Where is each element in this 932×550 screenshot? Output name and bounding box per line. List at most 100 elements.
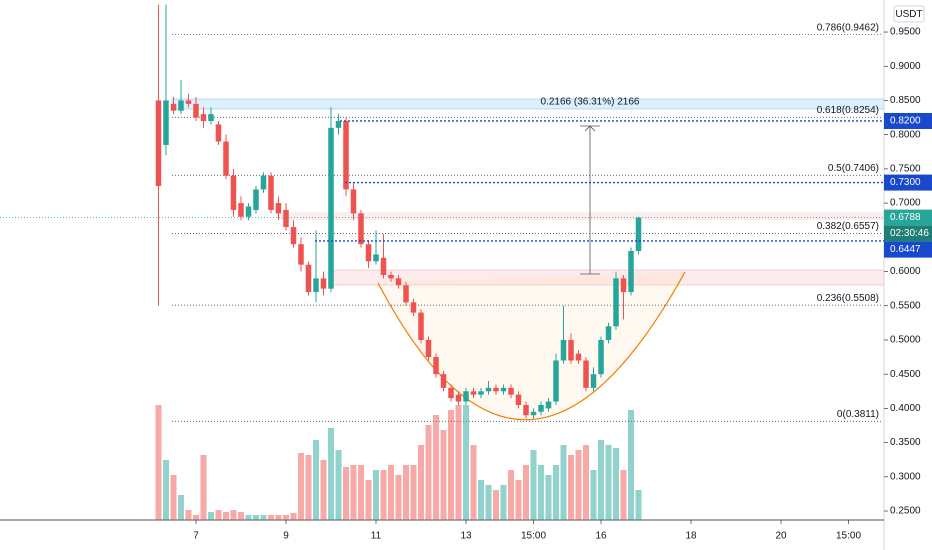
volume-bar bbox=[598, 440, 605, 520]
volume-bar bbox=[170, 475, 177, 520]
measure-box bbox=[171, 98, 885, 110]
candle-body bbox=[628, 251, 634, 293]
x-tick-label: 13 bbox=[460, 531, 472, 542]
volume-bar bbox=[357, 465, 364, 520]
candle-body bbox=[380, 257, 387, 275]
candle-body bbox=[305, 264, 312, 293]
candle-body bbox=[178, 100, 184, 111]
candle-body bbox=[463, 391, 469, 402]
volume-bar bbox=[380, 470, 387, 520]
candle-body bbox=[478, 391, 484, 395]
candle-body bbox=[388, 274, 394, 279]
volume-bar bbox=[305, 455, 312, 520]
volume-bar bbox=[538, 465, 545, 520]
y-tick-label: 0.4500 bbox=[890, 369, 921, 380]
candle-body bbox=[448, 387, 454, 399]
volume-bar bbox=[207, 512, 214, 520]
x-tick-label: 15:00 bbox=[836, 531, 861, 542]
candle-body bbox=[223, 141, 229, 176]
volume-bar bbox=[432, 415, 439, 520]
candle-body bbox=[358, 213, 364, 245]
volume-bar bbox=[560, 445, 567, 520]
fib-level-label: 0.382(0.6557) bbox=[817, 221, 879, 232]
volume-bar bbox=[613, 448, 620, 520]
volume-bar bbox=[590, 470, 597, 520]
price-line-label: 0.7300 bbox=[890, 177, 921, 188]
volume-bar bbox=[620, 470, 627, 520]
cup-fill bbox=[378, 272, 685, 420]
volume-bar bbox=[200, 455, 207, 520]
candle-body bbox=[275, 203, 282, 214]
candle-body bbox=[500, 387, 507, 392]
candle-body bbox=[560, 339, 567, 361]
candle-body bbox=[283, 209, 289, 228]
volume-bar bbox=[485, 485, 492, 520]
volume-bar bbox=[372, 470, 379, 520]
volume-bar bbox=[297, 453, 304, 520]
candle-body bbox=[410, 302, 417, 313]
volume-bar bbox=[252, 515, 259, 520]
volume-bar bbox=[410, 465, 417, 520]
volume-bar bbox=[245, 515, 252, 520]
candle-body bbox=[583, 360, 589, 388]
x-tick-label: 7 bbox=[193, 531, 199, 542]
volume-bar bbox=[290, 513, 297, 520]
candle-body bbox=[418, 312, 424, 340]
candle-body bbox=[590, 374, 597, 388]
candle-body bbox=[620, 278, 627, 293]
y-tick-label: 0.4000 bbox=[890, 403, 921, 414]
candle-body bbox=[403, 285, 409, 303]
x-tick-label: 20 bbox=[775, 531, 787, 542]
candle-body bbox=[538, 404, 544, 412]
volume-bar bbox=[530, 450, 537, 520]
candle-body bbox=[425, 339, 432, 358]
volume-bar bbox=[327, 428, 334, 520]
countdown-label: 02:30:46 bbox=[890, 228, 929, 239]
price-line-label: 0.8200 bbox=[890, 116, 921, 127]
candle-body bbox=[530, 411, 537, 416]
fib-level-label: 0.5(0.7406) bbox=[828, 163, 879, 174]
volume-bar bbox=[162, 460, 169, 520]
measure-label: 0.2166 (36.31%) 2166 bbox=[541, 97, 640, 108]
candle-body bbox=[185, 100, 192, 104]
volume-bar bbox=[222, 512, 229, 520]
candle-body bbox=[553, 360, 559, 402]
volume-bar bbox=[365, 480, 372, 520]
y-tick-label: 0.8500 bbox=[890, 95, 921, 106]
candle-body bbox=[335, 120, 342, 128]
volume-bar bbox=[575, 450, 582, 520]
volume-bar bbox=[417, 445, 424, 520]
volume-bar bbox=[282, 515, 289, 520]
currency-badge bbox=[893, 5, 925, 23]
y-tick-label: 0.2500 bbox=[890, 506, 921, 517]
volume-bar bbox=[568, 455, 575, 520]
candle-body bbox=[290, 227, 297, 245]
y-tick-label: 0.8000 bbox=[890, 129, 921, 140]
candle-body bbox=[485, 387, 492, 392]
candle-body bbox=[433, 357, 439, 375]
currency-label: USDT bbox=[895, 9, 922, 20]
candle-body bbox=[155, 100, 162, 186]
x-tick-label: 11 bbox=[371, 531, 382, 542]
volume-bar bbox=[515, 480, 522, 520]
candle-body bbox=[245, 206, 252, 217]
volume-bar bbox=[455, 405, 462, 520]
volume-bar bbox=[478, 480, 485, 520]
y-tick-label: 0.3000 bbox=[890, 471, 921, 482]
volume-bar bbox=[395, 475, 402, 520]
volume-bar bbox=[267, 515, 274, 520]
candle-body bbox=[238, 203, 244, 217]
volume-bar bbox=[545, 475, 552, 520]
volume-bar bbox=[320, 460, 327, 520]
volume-bar bbox=[523, 465, 530, 520]
volume-bar bbox=[583, 445, 590, 520]
candle-body bbox=[508, 387, 514, 395]
volume-bar bbox=[260, 515, 267, 520]
cup-curve bbox=[377, 271, 686, 421]
price-line-badge bbox=[884, 112, 932, 129]
candle-body bbox=[313, 278, 319, 293]
fib-level-label: 0.236(0.5508) bbox=[817, 293, 879, 304]
candle-body bbox=[343, 120, 349, 190]
volume-bar bbox=[312, 440, 319, 520]
candle-body bbox=[395, 278, 402, 286]
